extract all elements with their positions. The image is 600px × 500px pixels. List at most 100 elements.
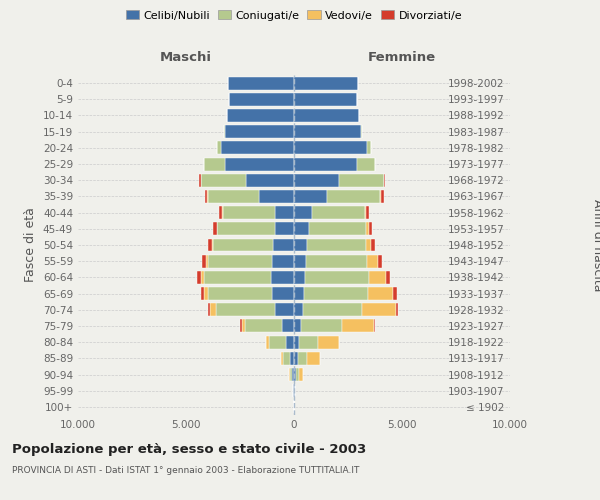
Bar [271, 271, 294, 284]
Bar [366, 222, 369, 235]
Bar [294, 76, 358, 90]
Bar [374, 320, 376, 332]
Bar [202, 254, 206, 268]
Bar [294, 271, 305, 284]
Bar [294, 336, 299, 348]
Bar [371, 238, 375, 252]
Bar [365, 206, 366, 219]
Bar [307, 238, 366, 252]
Bar [367, 254, 377, 268]
Bar [294, 352, 298, 365]
Bar [312, 206, 365, 219]
Bar [275, 222, 294, 235]
Bar [286, 336, 294, 348]
Text: PROVINCIA DI ASTI - Dati ISTAT 1° gennaio 2003 - Elaborazione TUTTITALIA.IT: PROVINCIA DI ASTI - Dati ISTAT 1° gennai… [12, 466, 359, 475]
Bar [227, 109, 294, 122]
Bar [274, 238, 294, 252]
Bar [294, 158, 356, 170]
Bar [396, 304, 398, 316]
Bar [293, 384, 294, 397]
Bar [204, 287, 208, 300]
Bar [242, 320, 245, 332]
Bar [281, 352, 283, 365]
Bar [259, 190, 294, 203]
Bar [266, 336, 269, 348]
Bar [377, 254, 382, 268]
Bar [201, 174, 247, 186]
Bar [221, 142, 294, 154]
Bar [208, 190, 259, 203]
Bar [205, 271, 271, 284]
Bar [214, 222, 217, 235]
Text: Anni di nascita: Anni di nascita [590, 198, 600, 291]
Text: Maschi: Maschi [160, 50, 212, 64]
Bar [294, 142, 367, 154]
Bar [292, 368, 294, 381]
Bar [282, 320, 294, 332]
Bar [368, 287, 394, 300]
Bar [272, 254, 294, 268]
Bar [340, 174, 383, 186]
Bar [367, 142, 371, 154]
Bar [205, 158, 225, 170]
Bar [241, 320, 242, 332]
Bar [220, 206, 222, 219]
Bar [294, 368, 296, 381]
Bar [216, 304, 275, 316]
Bar [366, 238, 371, 252]
Bar [294, 190, 328, 203]
Bar [197, 271, 202, 284]
Bar [318, 336, 339, 348]
Bar [380, 190, 381, 203]
Bar [298, 352, 307, 365]
Bar [294, 238, 307, 252]
Text: Popolazione per età, sesso e stato civile - 2003: Popolazione per età, sesso e stato civil… [12, 442, 366, 456]
Bar [328, 190, 380, 203]
Bar [229, 93, 294, 106]
Bar [294, 287, 304, 300]
Bar [275, 206, 294, 219]
Bar [361, 125, 362, 138]
Bar [290, 368, 292, 381]
Bar [294, 254, 305, 268]
Bar [294, 206, 312, 219]
Bar [294, 109, 359, 122]
Bar [289, 368, 290, 381]
Bar [301, 320, 342, 332]
Bar [362, 304, 396, 316]
Bar [206, 254, 208, 268]
Bar [304, 287, 368, 300]
Bar [224, 125, 225, 138]
Bar [294, 320, 301, 332]
Bar [275, 304, 294, 316]
Bar [294, 174, 340, 186]
Bar [199, 174, 201, 186]
Bar [299, 368, 303, 381]
Bar [272, 287, 294, 300]
Bar [366, 206, 369, 219]
Bar [205, 190, 207, 203]
Bar [394, 287, 397, 300]
Bar [208, 238, 212, 252]
Bar [269, 336, 286, 348]
Legend: Celibi/Nubili, Coniugati/e, Vedovi/e, Divorziati/e: Celibi/Nubili, Coniugati/e, Vedovi/e, Di… [121, 6, 467, 25]
Bar [342, 320, 374, 332]
Bar [290, 352, 294, 365]
Bar [213, 238, 274, 252]
Bar [208, 254, 272, 268]
Bar [294, 222, 308, 235]
Y-axis label: Fasce di età: Fasce di età [25, 208, 37, 282]
Bar [245, 320, 282, 332]
Bar [369, 271, 386, 284]
Bar [381, 190, 384, 203]
Bar [228, 76, 294, 90]
Bar [283, 352, 290, 365]
Bar [384, 174, 385, 186]
Bar [225, 158, 294, 170]
Bar [217, 142, 221, 154]
Bar [223, 206, 275, 219]
Bar [247, 174, 294, 186]
Bar [299, 336, 318, 348]
Bar [217, 222, 275, 235]
Bar [212, 238, 213, 252]
